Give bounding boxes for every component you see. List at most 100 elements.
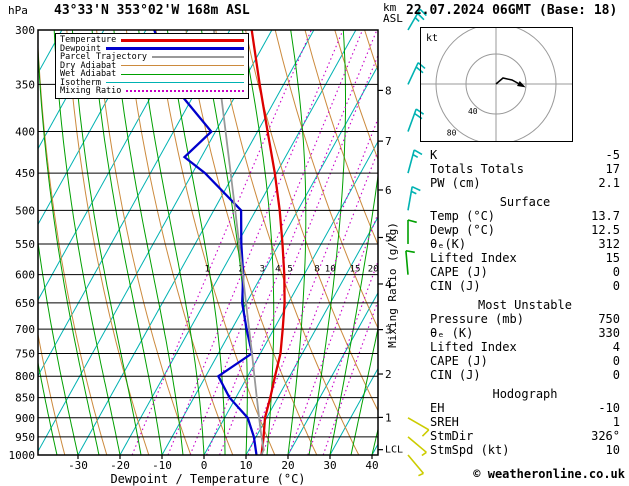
pressure-tick-label: 850	[15, 392, 35, 405]
altitude-tick-label: 3	[385, 324, 392, 337]
legend-item-label: Dewpoint	[60, 43, 101, 54]
mixing-ratio-value-label: 5	[287, 265, 292, 275]
legend-item: Temperature	[60, 36, 244, 45]
stat-value: 312	[598, 237, 620, 251]
stat-label: Dewp (°C)	[430, 223, 496, 237]
legend-line-sample	[152, 56, 244, 59]
stat-value: 10	[605, 443, 620, 457]
altitude-tick-label: 1	[385, 411, 392, 424]
pressure-tick-label: 400	[15, 126, 35, 139]
stat-value: 326°	[591, 429, 620, 443]
stats-section-header: Hodograph	[492, 387, 558, 401]
legend-line-sample	[121, 73, 244, 75]
altitude-tick-label: 6	[385, 184, 392, 197]
stat-value: -5	[605, 148, 620, 162]
legend-item-label: Mixing Ratio	[60, 86, 122, 96]
copyright: © weatheronline.co.uk	[473, 467, 625, 481]
legend-line-sample	[126, 90, 244, 93]
mixing-ratio-value-label: 20	[368, 265, 379, 275]
legend-item-label: Temperature	[60, 35, 117, 45]
legend-item: Isotherm	[60, 77, 244, 88]
temperature-tick-label: 10	[239, 459, 252, 472]
mixing-ratio-axis-label: Mixing Ratio (g/kg)	[386, 222, 399, 348]
legend-item: Wet Adiabat	[60, 70, 244, 79]
temperature-tick-label: 40	[365, 459, 378, 472]
temperature-tick-label: -20	[110, 459, 130, 472]
legend-line-sample	[121, 38, 244, 42]
valid-datetime: 22.07.2024 06GMT (Base: 18)	[406, 3, 618, 18]
stat-label: SREH	[430, 415, 459, 429]
pressure-tick-label: 500	[15, 204, 35, 217]
temperature-tick-label: 20	[281, 459, 294, 472]
isotherm-lines	[38, 30, 378, 455]
stat-label: θₑ(K)	[430, 237, 467, 251]
stat-row: K -5	[430, 148, 620, 162]
pressure-tick-label: 700	[15, 323, 35, 336]
pressure-tick-labels: 300 350 400 450 500 550 600 650 700 750 800 850 900 9…	[9, 24, 36, 462]
stat-value: 12.5	[591, 223, 620, 237]
stat-row: EH -10	[430, 401, 620, 415]
station-title: 43°33'N 353°02'W 168m ASL	[54, 3, 250, 18]
stat-row: CAPE (J) 0	[430, 265, 620, 279]
pressure-tick-label: 600	[15, 269, 35, 282]
legend: Temperature Dewpoint Parcel Trajectory Dry …	[55, 33, 249, 99]
altitude-tick-label: 5	[385, 231, 392, 244]
mixing-ratio-value-label: 10	[325, 265, 336, 275]
wind-barbs	[405, 8, 430, 477]
stat-value: 330	[598, 326, 620, 340]
temperature-tick-label: -10	[152, 459, 172, 472]
legend-item-label: Isotherm	[60, 77, 101, 88]
stat-row: CAPE (J) 0	[430, 354, 620, 368]
stat-value: 2.1	[598, 176, 620, 190]
temperature-tick-label: -30	[68, 459, 88, 472]
stat-row: PW (cm) 2.1	[430, 176, 620, 190]
stat-value: 1	[612, 415, 620, 429]
altitude-axis-unit-km: km	[383, 1, 397, 14]
hodograph-ring-label: 80	[447, 128, 457, 137]
legend-line-sample	[105, 47, 244, 51]
legend-item-label: Dry Adiabat	[60, 60, 117, 71]
legend-item: Mixing Ratio	[60, 87, 244, 96]
stat-label: CAPE (J)	[430, 265, 488, 279]
stat-row: Pressure (mb) 750	[430, 312, 620, 326]
stat-value: 4	[612, 340, 620, 354]
temperature-tick-label: 30	[323, 459, 336, 472]
stat-row: Lifted Index 4	[430, 340, 620, 354]
altitude-tick-label: 4	[385, 278, 392, 291]
pressure-tick-label: 450	[15, 167, 35, 180]
pressure-tick-label: 750	[15, 347, 35, 360]
stat-label: CAPE (J)	[430, 354, 488, 368]
stat-value: 0	[612, 368, 620, 382]
altitude-tick-label: 7	[385, 135, 392, 148]
stats-section-header: Most Unstable	[478, 298, 572, 312]
stat-label: CIN (J)	[430, 368, 481, 382]
mixing-ratio-value-label: 1	[205, 265, 210, 275]
pressure-tick-label: 950	[15, 431, 35, 444]
stat-row: CIN (J) 0	[430, 368, 620, 382]
temperature-tick-label: 0	[201, 459, 208, 472]
altitude-axis-unit: km ASL	[383, 2, 403, 24]
stat-label: Lifted Index	[430, 340, 517, 354]
sounding-curves	[153, 30, 286, 455]
hodograph-unit-label: kt	[426, 33, 438, 44]
altitude-axis-unit-asl: ASL	[383, 12, 403, 25]
stat-row: SREH 1	[430, 415, 620, 429]
mixing-ratio-value-label: 4	[275, 265, 280, 275]
stat-row: StmSpd (kt) 10	[430, 443, 620, 457]
stat-row: Lifted Index 15	[430, 251, 620, 265]
stat-label: Temp (°C)	[430, 209, 496, 223]
stat-label: θₑ (K)	[430, 326, 474, 340]
stat-row: StmDir 326°	[430, 429, 620, 443]
stat-row: θₑ (K) 330	[430, 326, 620, 340]
mixing-ratio-value-label: 2	[239, 265, 244, 275]
legend-item: Dry Adiabat	[60, 60, 244, 71]
legend-line-sample	[121, 65, 244, 67]
stat-value: 0	[612, 265, 620, 279]
hodograph: kt 40 80	[420, 27, 573, 142]
stats-section-header: Surface	[499, 195, 551, 209]
altitude-ticks: 1 2 3 4 5 6 7 8 LCL	[378, 84, 403, 456]
stat-row: Temp (°C) 13.7	[430, 209, 620, 223]
pressure-tick-label: 900	[15, 412, 35, 425]
legend-item: Parcel Trajectory	[60, 53, 244, 62]
